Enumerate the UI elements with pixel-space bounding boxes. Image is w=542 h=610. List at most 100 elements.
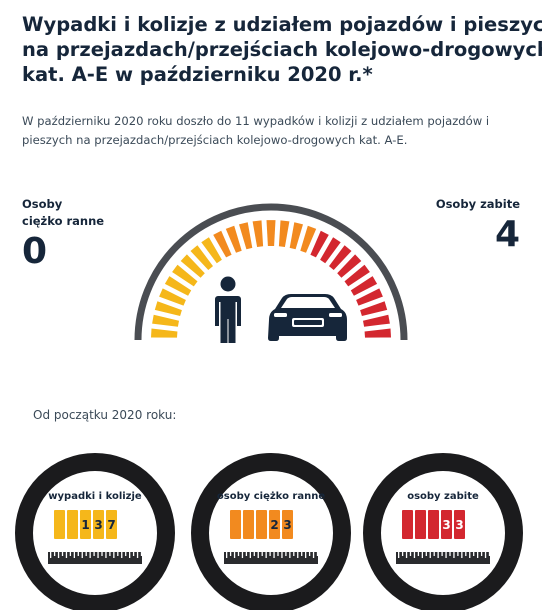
gauge-segment [363, 314, 390, 327]
ruler-tick [312, 552, 315, 558]
gauge-segment [289, 222, 303, 250]
counter-title: osoby zabite [407, 491, 479, 502]
ruler-tick [293, 552, 295, 556]
car-icon [268, 294, 347, 341]
ruler-tick [285, 552, 287, 556]
ruler-tick [277, 552, 279, 556]
severity-gauge [134, 203, 408, 343]
ruler-tick [297, 552, 299, 558]
counter-digit [256, 510, 267, 539]
gauge-segment [278, 220, 290, 247]
gauge-segment [239, 222, 253, 250]
ruler-tick [249, 552, 251, 558]
counter-title: osoby ciężko ranne [216, 491, 326, 502]
counter-digit [428, 510, 439, 539]
title-line: Wypadki i kolizje z udziałem pojazdów i … [22, 13, 542, 36]
ruler-tick [480, 552, 483, 556]
counter-digit [230, 510, 241, 539]
ruler-tick [457, 552, 459, 556]
intro-line: pieszych na przejazdach/przejściach kole… [22, 133, 408, 147]
ruler-tick [50, 552, 52, 558]
gauge-segment [213, 230, 232, 258]
counter-digit [402, 510, 413, 539]
counter-digit: 3 [441, 510, 452, 539]
ruler-tick [437, 552, 439, 558]
ruler-tick [281, 552, 283, 558]
gauge-segment [364, 328, 391, 338]
ruler-tick [273, 552, 275, 558]
ruler-tick [233, 552, 236, 558]
gauge-segment [172, 264, 198, 287]
ruler-tick [253, 552, 255, 556]
pedestrian-icon [215, 276, 241, 343]
ruler-tick [473, 552, 475, 556]
killed-value: 4 [494, 214, 520, 255]
ruler-tick [53, 552, 56, 556]
gauge-segment [151, 328, 178, 338]
gauge-segment [350, 276, 378, 296]
gauge-segment [266, 220, 276, 246]
ruler-tick [429, 552, 431, 558]
ruler-tick [132, 552, 135, 556]
ruler-tick [433, 552, 435, 556]
ruler-tick [305, 552, 307, 558]
counter-digit [243, 510, 254, 539]
gauge-segment [329, 245, 352, 270]
ruler-tick [441, 552, 443, 556]
gauge-segment [159, 288, 186, 306]
injured-label: Osoby ciężko ranne [22, 196, 104, 230]
ruler-tick [121, 552, 123, 558]
injured-value: 0 [22, 231, 48, 272]
page-title: Wypadki i kolizje z udziałem pojazdów i … [22, 12, 542, 87]
ruler-tick [73, 552, 75, 558]
ruler-tick [61, 552, 64, 556]
ruler-tick [89, 552, 91, 558]
ruler-bar [48, 552, 142, 564]
gauge-segment [152, 314, 179, 327]
gauge-segment [225, 225, 242, 253]
ruler-tick [125, 552, 127, 556]
ruler-tick [401, 552, 404, 556]
ruler-tick [57, 552, 60, 558]
ruler-tick [113, 552, 115, 558]
ruler-tick [117, 552, 119, 556]
ruler-tick [101, 552, 103, 556]
ruler-tick [109, 552, 111, 556]
ruler-tick [105, 552, 107, 558]
ruler-tick [445, 552, 447, 558]
ruler-tick [265, 552, 267, 558]
ruler-tick [488, 552, 491, 556]
ruler-tick [453, 552, 455, 558]
gauge-segment [180, 254, 205, 278]
ruler-tick [398, 552, 400, 558]
gauge-segment [252, 220, 264, 247]
ruler-tick [237, 552, 240, 556]
ruler-tick [136, 552, 139, 558]
gauge-segment [310, 230, 329, 258]
ruler-tick [316, 552, 319, 556]
ruler-tick [97, 552, 99, 558]
gauge-segment [360, 301, 388, 316]
counter-digit [54, 510, 65, 539]
gauge-segment [320, 237, 341, 264]
ruler-tick [308, 552, 311, 556]
gauge-segment [164, 276, 192, 296]
counter-digit: 3 [93, 510, 104, 539]
counter-digit: 1 [80, 510, 91, 539]
ruler-tick [65, 552, 68, 558]
gauge-segment [356, 288, 383, 306]
ruler-tick [226, 552, 228, 558]
gauge-segment [190, 245, 213, 270]
ruler-tick [81, 552, 83, 558]
ruler-tick [85, 552, 87, 556]
gauge-segment [344, 264, 370, 287]
ruler-tick [93, 552, 95, 556]
ruler-tick [245, 552, 248, 556]
title-line: kat. A-E w październiku 2020 r.* [22, 63, 373, 86]
ruler-tick [261, 552, 263, 556]
injured-label-line: ciężko ranne [22, 214, 105, 228]
since-label: Od początku 2020 roku: [33, 408, 177, 422]
ruler-tick [269, 552, 271, 556]
ruler-tick [229, 552, 232, 556]
